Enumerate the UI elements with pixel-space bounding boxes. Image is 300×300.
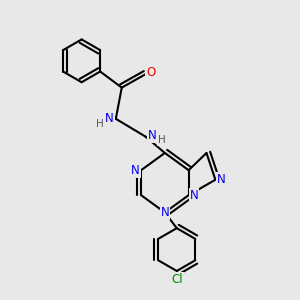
Text: H: H — [96, 119, 103, 129]
Text: Cl: Cl — [171, 273, 183, 286]
Text: N: N — [217, 172, 226, 186]
Text: N: N — [148, 129, 157, 142]
Text: O: O — [146, 66, 155, 79]
Text: H: H — [158, 135, 166, 145]
Text: N: N — [131, 164, 140, 177]
Text: N: N — [105, 112, 114, 125]
Text: N: N — [160, 206, 169, 219]
Text: N: N — [190, 189, 198, 202]
